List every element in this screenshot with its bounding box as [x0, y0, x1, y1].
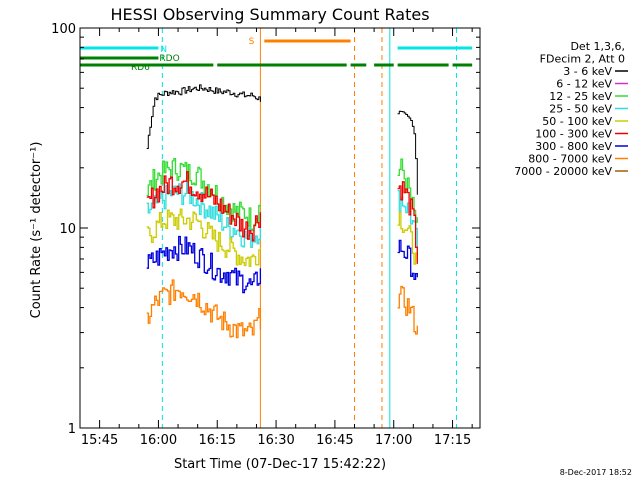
observing-flags: N S RDO RD6	[80, 37, 473, 73]
flag-label-rd6: RD6	[131, 63, 150, 73]
timestamp: 8-Dec-2017 18:52	[560, 468, 632, 477]
flag-label-s: S	[249, 37, 255, 47]
legend-entry-label: 800 - 7000 keV	[528, 153, 612, 166]
series-800-7000-kev-seg-1	[397, 285, 418, 335]
legend-header-0: Det 1,3,6,	[570, 40, 625, 53]
series-800-7000-kev-seg-0	[146, 279, 262, 339]
chart-title: HESSI Observing Summary Count Rates	[110, 5, 429, 24]
series-3-6-kev-seg-1	[397, 110, 418, 195]
series-lines	[146, 84, 418, 339]
series-25-50-kev-seg-0	[146, 180, 262, 248]
series-100-300-kev-seg-0	[146, 171, 262, 242]
y-tick-label: 100	[51, 22, 76, 37]
flag-label-rdo: RDO	[159, 54, 179, 64]
series-300-800-kev-seg-0	[146, 235, 262, 294]
series-100-300-kev-seg-1	[397, 181, 418, 264]
legend-header-1: FDecim 2, Att 0	[540, 53, 625, 66]
flag-label-n: N	[160, 45, 167, 55]
legend-entry-label: 50 - 100 keV	[542, 115, 612, 128]
x-tick-label: 17:00	[375, 433, 412, 448]
x-tick-label: 16:15	[199, 433, 236, 448]
legend-entry-label: 6 - 12 keV	[556, 78, 612, 91]
legend-entry-label: 300 - 800 keV	[535, 140, 612, 153]
x-axis-label: Start Time (07-Dec-17 15:42:22)	[174, 457, 386, 472]
series-3-6-kev-seg-0	[146, 84, 261, 149]
x-tick-label: 17:15	[434, 433, 471, 448]
axes: 15:45 16:00 16:15 16:30 16:45 17:00 17:15 1 10 10…	[51, 22, 481, 448]
y-tick-label: 10	[59, 222, 76, 237]
series-12-25-kev-seg-0	[146, 158, 262, 232]
series-50-100-kev-seg-1	[397, 211, 418, 265]
y-tick-label: 1	[68, 422, 76, 437]
x-tick-label: 16:00	[140, 433, 177, 448]
legend-entry-label: 25 - 50 keV	[549, 103, 612, 116]
legend-entry-label: 7000 - 20000 keV	[514, 165, 612, 178]
series-50-100-kev-seg-0	[146, 208, 262, 267]
x-tick-label: 16:45	[316, 433, 353, 448]
x-tick-label: 15:45	[81, 433, 118, 448]
x-tick-label: 16:30	[257, 433, 294, 448]
y-axis-label: Count Rate (s⁻¹ detector⁻¹)	[29, 142, 44, 319]
legend-entry-label: 12 - 25 keV	[549, 90, 612, 103]
legend-entry-label: 100 - 300 keV	[535, 128, 612, 141]
legend-entry-label: 3 - 6 keV	[563, 65, 612, 78]
series-300-800-kev-seg-1	[397, 239, 418, 281]
